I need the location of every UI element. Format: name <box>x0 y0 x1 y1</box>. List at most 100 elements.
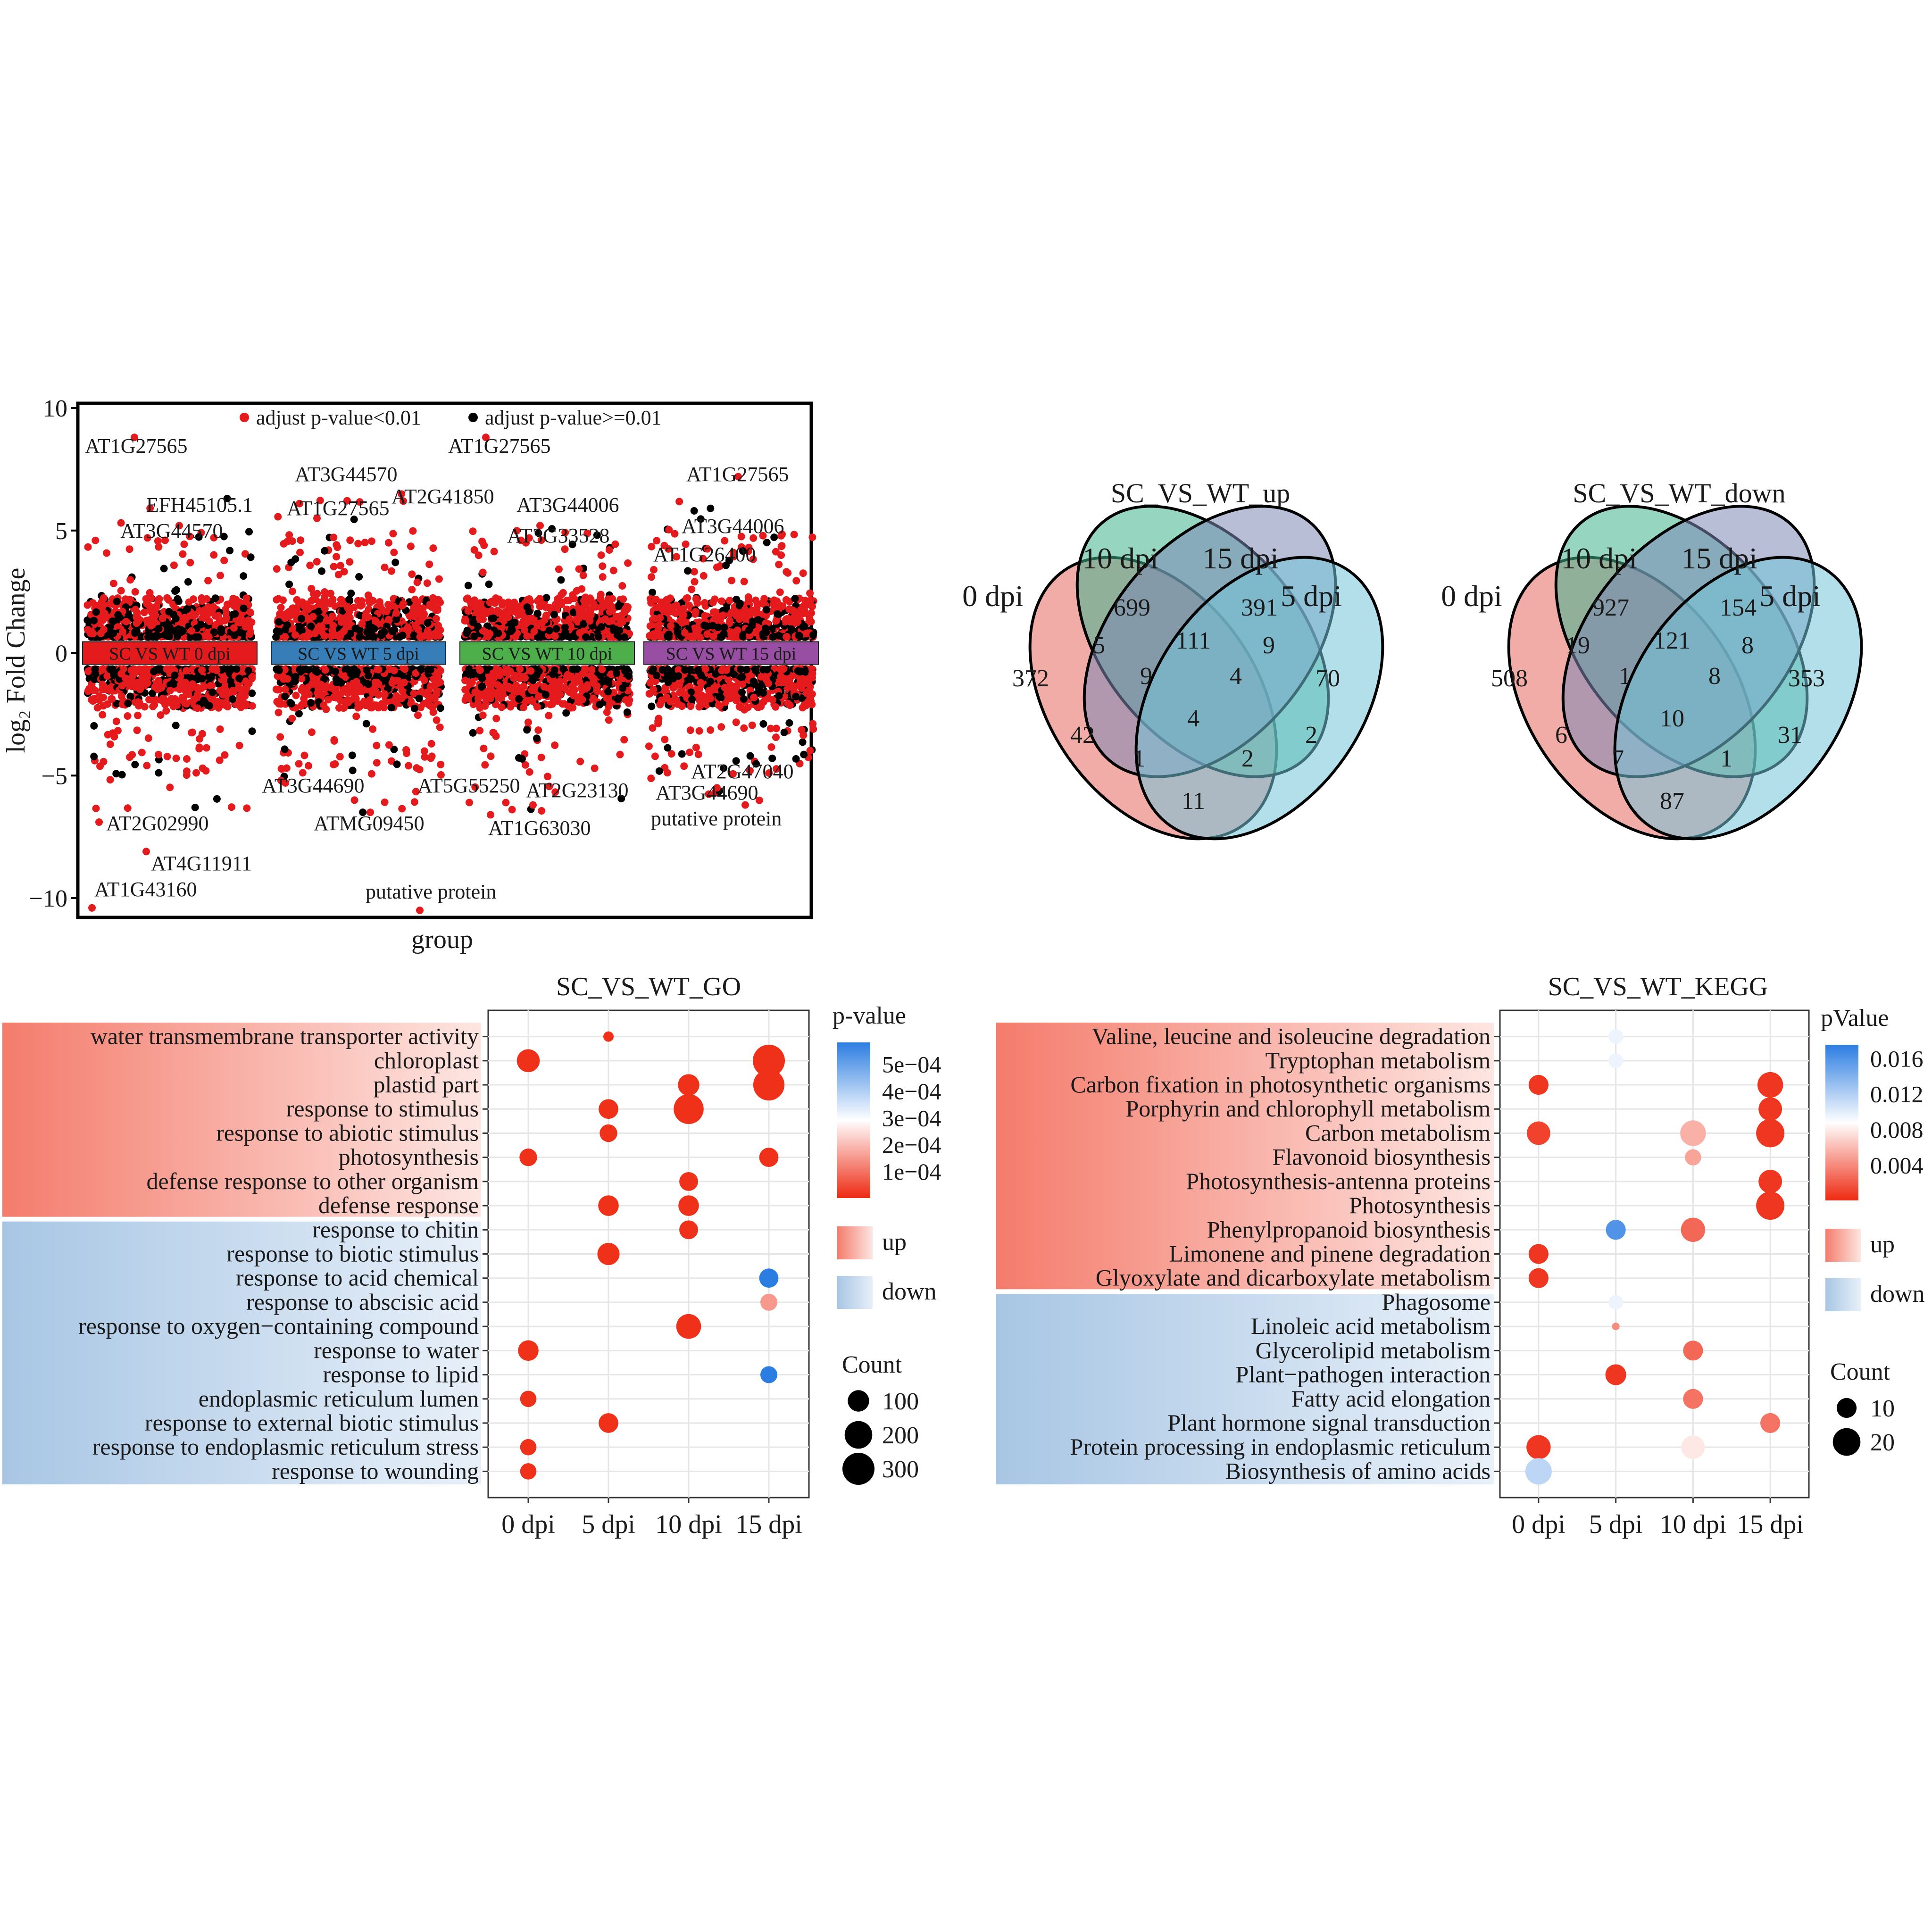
data-point <box>380 628 388 636</box>
data-point <box>194 633 202 641</box>
data-point <box>487 687 495 695</box>
data-point <box>193 704 201 712</box>
data-point <box>556 677 564 685</box>
data-point <box>464 607 472 615</box>
group-band <box>271 641 446 665</box>
data-point <box>244 666 252 675</box>
data-point <box>484 679 492 687</box>
data-point <box>549 679 557 687</box>
data-point <box>479 568 487 576</box>
data-point <box>187 610 195 618</box>
data-point <box>580 620 588 628</box>
data-point <box>437 760 445 768</box>
data-point <box>381 798 389 806</box>
data-point <box>103 700 111 708</box>
data-point <box>275 618 283 626</box>
data-point <box>302 600 310 608</box>
data-point <box>163 752 171 760</box>
data-point <box>236 692 244 700</box>
data-point <box>297 536 305 544</box>
data-point <box>180 540 188 548</box>
data-point <box>348 751 356 759</box>
data-point <box>589 694 597 702</box>
data-point <box>309 613 317 621</box>
data-point <box>194 690 202 698</box>
data-point <box>311 629 319 637</box>
data-point <box>346 536 354 544</box>
data-point <box>423 688 431 696</box>
data-point <box>616 619 624 627</box>
data-point <box>195 607 203 615</box>
data-point <box>648 702 656 710</box>
data-point <box>288 587 296 595</box>
data-point <box>408 570 416 578</box>
data-point <box>198 666 206 674</box>
data-point <box>765 769 773 777</box>
data-point <box>391 602 399 610</box>
data-point <box>661 735 669 743</box>
data-point <box>186 533 194 541</box>
data-point <box>92 804 100 812</box>
data-point <box>297 615 305 623</box>
data-point <box>229 695 237 703</box>
data-point <box>678 702 686 710</box>
data-point <box>299 633 307 641</box>
data-point <box>540 683 548 691</box>
data-point <box>424 627 432 635</box>
data-point <box>277 700 285 708</box>
data-point <box>490 675 498 683</box>
data-point <box>365 680 373 688</box>
data-point <box>133 726 141 734</box>
data-point <box>790 531 798 539</box>
group-band <box>82 641 258 665</box>
data-point <box>275 685 283 693</box>
data-point <box>611 540 619 548</box>
data-point <box>551 788 559 796</box>
data-point <box>384 616 392 624</box>
data-point <box>498 612 506 620</box>
data-point <box>707 726 715 734</box>
data-point <box>537 753 545 761</box>
data-point <box>407 542 415 550</box>
data-point <box>384 600 392 608</box>
data-point <box>740 724 748 732</box>
data-point <box>487 752 495 760</box>
data-point <box>235 675 243 683</box>
data-point <box>133 678 142 686</box>
data-point <box>112 717 120 725</box>
data-point <box>497 683 505 691</box>
data-point <box>583 529 591 537</box>
data-point <box>541 603 550 611</box>
data-point <box>468 679 476 686</box>
data-point <box>717 723 725 731</box>
data-point <box>216 725 224 733</box>
data-point <box>198 597 206 605</box>
data-point <box>114 611 122 619</box>
data-point <box>158 614 167 622</box>
data-point <box>695 727 703 735</box>
data-point <box>475 615 483 623</box>
data-point <box>281 745 289 753</box>
data-point <box>295 710 303 717</box>
data-point <box>478 537 486 545</box>
data-point <box>157 711 165 719</box>
data-point <box>134 711 142 719</box>
data-point <box>283 675 291 683</box>
data-point <box>412 788 420 796</box>
data-point <box>222 605 230 613</box>
data-point <box>106 776 114 784</box>
data-point <box>664 744 672 752</box>
data-point <box>105 686 113 694</box>
data-point <box>576 629 584 637</box>
data-point <box>90 752 98 760</box>
data-point <box>275 666 283 675</box>
data-point <box>725 619 733 627</box>
data-point <box>510 604 518 612</box>
data-point <box>780 728 788 736</box>
data-point <box>245 528 253 536</box>
data-point <box>413 764 421 772</box>
data-point <box>675 498 683 506</box>
data-point <box>291 631 299 639</box>
data-point <box>346 630 354 638</box>
